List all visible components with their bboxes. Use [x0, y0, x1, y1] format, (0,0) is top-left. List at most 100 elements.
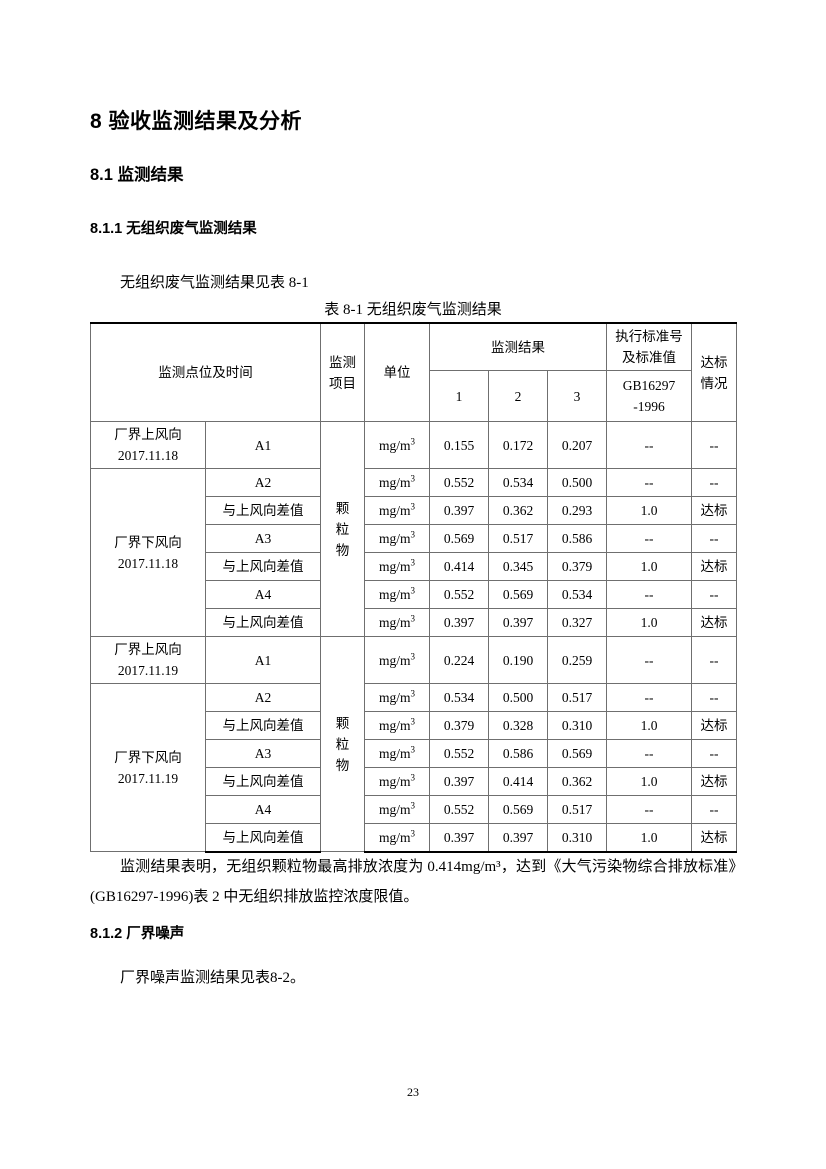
cell-result-1: 0.397: [429, 496, 489, 525]
cell-result-1: 0.552: [429, 580, 489, 609]
cell-result-3: 0.362: [547, 767, 607, 796]
cell-standard: 1.0: [606, 711, 692, 740]
cell-standard: --: [606, 683, 692, 712]
header-standard-code: GB16297 -1996: [606, 370, 692, 422]
cell-unit: mg/m3: [364, 636, 430, 684]
cell-result-3: 0.310: [547, 823, 607, 853]
cell-result-3: 0.379: [547, 552, 607, 581]
cell-result-1: 0.397: [429, 608, 489, 637]
cell-result-2: 0.500: [488, 683, 548, 712]
cell-compliance: 达标: [691, 496, 737, 525]
cell-result-1: 0.397: [429, 767, 489, 796]
page-number: 23: [407, 1085, 419, 1099]
cell-result-2: 0.328: [488, 711, 548, 740]
cell-point: 与上风向差值: [205, 496, 321, 525]
noise-intro-paragraph: 厂界噪声监测结果见表8-2。: [120, 970, 305, 986]
cell-compliance: --: [691, 468, 737, 497]
cell-result-2: 0.190: [488, 636, 548, 684]
cell-result-3: 0.293: [547, 496, 607, 525]
cell-unit: mg/m3: [364, 580, 430, 609]
subsection-heading-8-1-1: 8.1.1 无组织废气监测结果: [90, 221, 257, 237]
table-row: 厂界下风向 2017.11.18 A2 mg/m3 0.552 0.534 0.500 -- -…: [90, 468, 737, 637]
cell-point: A4: [205, 795, 321, 824]
cell-result-3: 0.327: [547, 608, 607, 637]
analysis-text: 监测结果表明，无组织颗粒物最高排放浓度为 0.414mg/m³，达到《大气污染物…: [90, 859, 736, 905]
header-monitor-item: 监测 项目: [320, 322, 365, 422]
cell-unit: mg/m3: [364, 767, 430, 796]
subsection-heading-8-1-2: 8.1.2 厂界噪声: [90, 926, 185, 942]
cell-unit: mg/m3: [364, 739, 430, 768]
cell-standard: 1.0: [606, 767, 692, 796]
header-result-3: 3: [547, 370, 607, 422]
table-row: 与上风向差值 mg/m3 0.397 0.397 0.327 1.0 达标: [91, 608, 737, 637]
cell-standard: --: [606, 580, 692, 609]
cell-result-1: 0.552: [429, 468, 489, 497]
cell-result-3: 0.500: [547, 468, 607, 497]
cell-standard: --: [606, 468, 692, 497]
cell-result-1: 0.569: [429, 524, 489, 553]
header-result-1: 1: [429, 370, 489, 422]
table-row: 厂界下风向 2017.11.19 A2 mg/m3 0.534 0.500 0.517 -- -…: [90, 683, 737, 852]
table-row: 与上风向差值 mg/m3 0.379 0.328 0.310 1.0 达标: [91, 711, 737, 740]
cell-result-2: 0.345: [488, 552, 548, 581]
cell-result-3: 0.569: [547, 739, 607, 768]
table-row: 与上风向差值 mg/m3 0.397 0.414 0.362 1.0 达标: [91, 767, 737, 796]
cell-standard: --: [606, 636, 692, 684]
cell-point: A2: [205, 683, 321, 712]
cell-compliance: --: [691, 524, 737, 553]
table-header-row-2: 1 2 3 GB16297 -1996: [91, 370, 737, 422]
cell-site-time: 厂界下风向 2017.11.19: [90, 683, 206, 852]
cell-result-1: 0.414: [429, 552, 489, 581]
cell-result-2: 0.414: [488, 767, 548, 796]
header-result-2: 2: [488, 370, 548, 422]
cell-compliance: --: [691, 580, 737, 609]
section-heading-8-1: 8.1 监测结果: [90, 166, 184, 184]
cell-result-2: 0.569: [488, 795, 548, 824]
cell-standard: 1.0: [606, 496, 692, 525]
cell-point: 与上风向差值: [205, 823, 321, 853]
intro-paragraph: 无组织废气监测结果见表 8-1: [120, 275, 309, 291]
cell-point: A1: [205, 636, 321, 684]
cell-unit: mg/m3: [364, 823, 430, 853]
cell-point: 与上风向差值: [205, 552, 321, 581]
header-results: 监测结果: [429, 322, 607, 371]
cell-unit: mg/m3: [364, 496, 430, 525]
cell-compliance: 达标: [691, 823, 737, 853]
cell-compliance: 达标: [691, 711, 737, 740]
cell-compliance: 达标: [691, 767, 737, 796]
cell-site-time: 厂界下风向 2017.11.18: [90, 468, 206, 637]
cell-point: A3: [205, 739, 321, 768]
header-unit: 单位: [364, 322, 430, 422]
cell-point: A2: [205, 468, 321, 497]
cell-result-2: 0.397: [488, 823, 548, 853]
header-standard: 执行标准号 及标准值: [606, 322, 692, 371]
cell-compliance: --: [691, 683, 737, 712]
cell-result-3: 0.517: [547, 683, 607, 712]
analysis-paragraph: 监测结果表明，无组织颗粒物最高排放浓度为 0.414mg/m³，达到《大气污染物…: [90, 852, 736, 912]
cell-compliance: --: [691, 795, 737, 824]
cell-unit: mg/m3: [364, 421, 430, 469]
cell-result-3: 0.534: [547, 580, 607, 609]
table-row: 厂界上风向 2017.11.18 A1 颗粒物 mg/m3 0.155 0.172 0.207…: [90, 421, 737, 637]
cell-point: A3: [205, 524, 321, 553]
table-header-row-1: 监测点位及时间 监测 项目 单位 监测结果 执行标准号 及标准值 达标 情况: [90, 322, 737, 422]
cell-standard: 1.0: [606, 608, 692, 637]
cell-result-2: 0.569: [488, 580, 548, 609]
cell-result-2: 0.172: [488, 421, 548, 469]
page-title: 8 验收监测结果及分析: [90, 110, 303, 133]
cell-compliance: --: [691, 739, 737, 768]
cell-unit: mg/m3: [364, 795, 430, 824]
cell-result-2: 0.397: [488, 608, 548, 637]
cell-unit: mg/m3: [364, 711, 430, 740]
cell-result-1: 0.552: [429, 795, 489, 824]
cell-result-3: 0.310: [547, 711, 607, 740]
cell-result-1: 0.224: [429, 636, 489, 684]
cell-result-3: 0.207: [547, 421, 607, 469]
cell-standard: --: [606, 421, 692, 469]
cell-monitor-item: 颗粒物: [320, 421, 365, 637]
cell-compliance: 达标: [691, 552, 737, 581]
cell-compliance: --: [691, 421, 737, 469]
cell-standard: 1.0: [606, 552, 692, 581]
cell-standard: --: [606, 795, 692, 824]
